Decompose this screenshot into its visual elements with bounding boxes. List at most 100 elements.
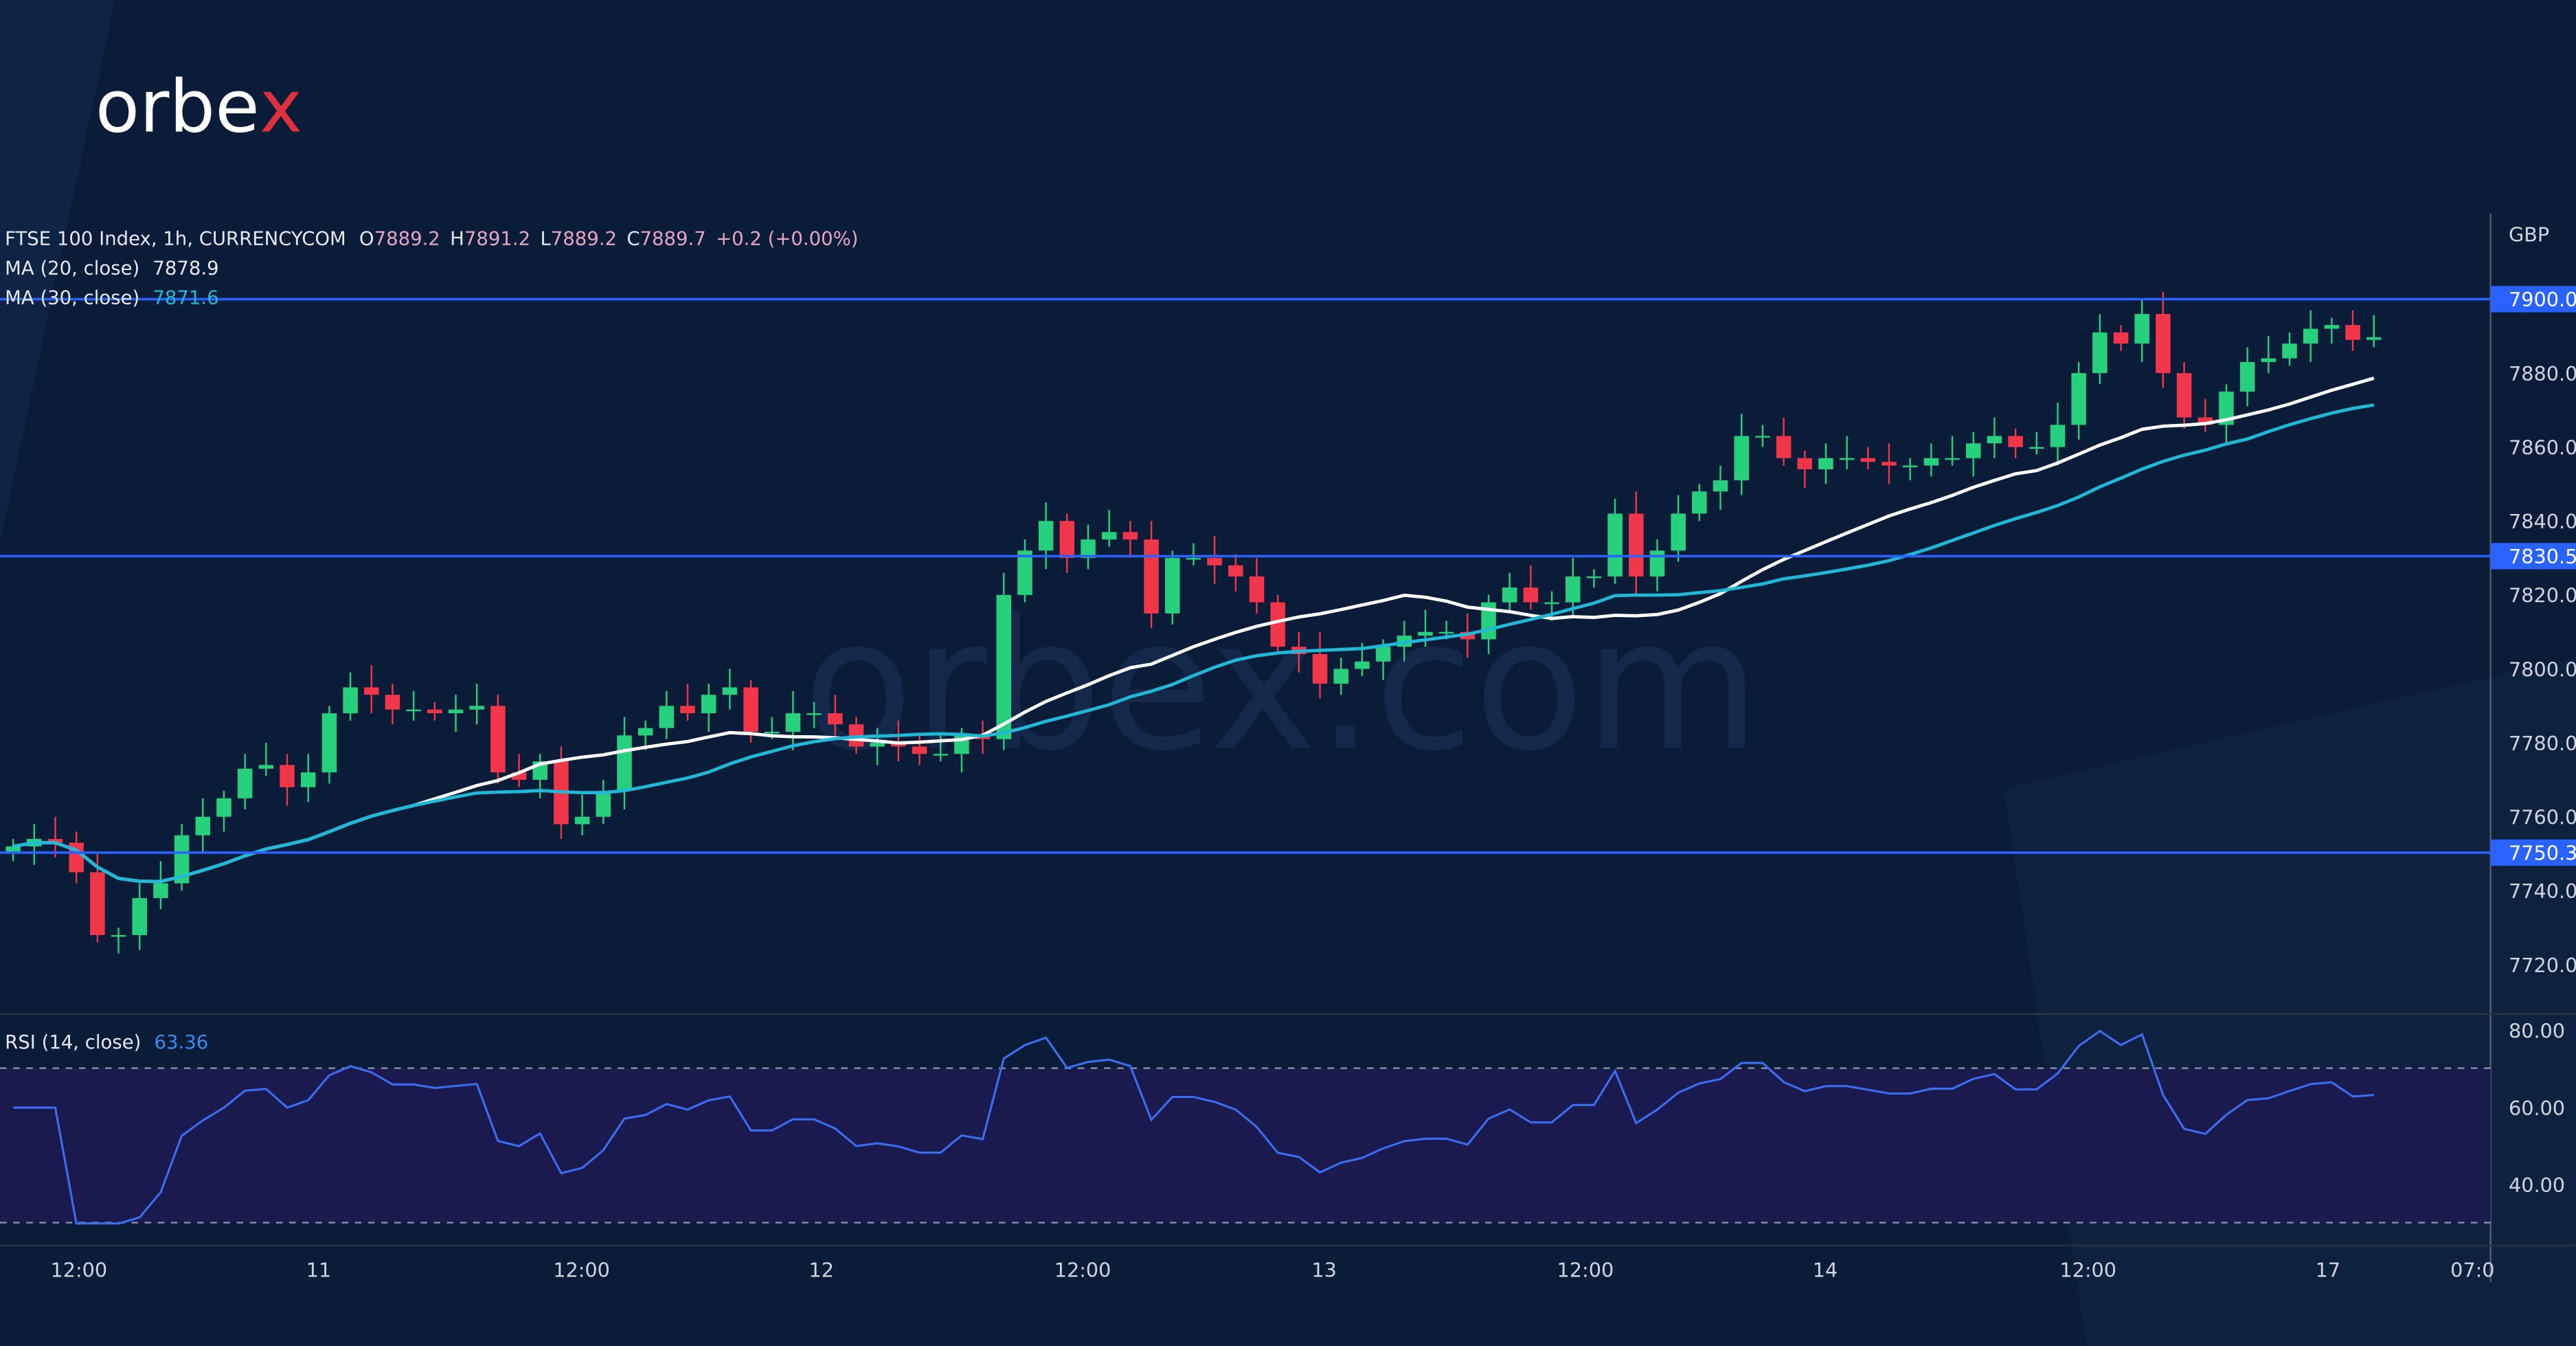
- candle-body: [174, 835, 190, 884]
- legend-symbol: FTSE 100 Index, 1h, CURRENCYCOM O7889.2 H7…: [5, 227, 858, 249]
- candle: [1270, 594, 1285, 654]
- candle: [280, 754, 295, 806]
- candle: [1965, 432, 1981, 477]
- price-axis[interactable]: 7880.0 7860.0 7840.0 7820.0 7800.0 7780.0 7760…: [2509, 362, 2576, 1197]
- candle-body: [47, 839, 63, 843]
- candle-body: [343, 687, 358, 714]
- candle: [2345, 310, 2360, 351]
- candle-body: [637, 728, 653, 736]
- candle: [2176, 361, 2192, 429]
- y-tick-label: 7840.0: [2509, 510, 2576, 533]
- candle: [1144, 521, 1159, 629]
- candle-body: [912, 746, 927, 754]
- candle-body: [1164, 558, 1180, 614]
- candle-body: [5, 846, 21, 854]
- logo: orbex: [95, 64, 302, 148]
- candle-body: [722, 687, 738, 695]
- candle: [195, 798, 211, 854]
- y-tick-label: 7780.0: [2509, 732, 2576, 755]
- candle-body: [2176, 373, 2192, 418]
- candle-body: [258, 765, 274, 769]
- candle-body: [1523, 587, 1539, 603]
- candle-body: [680, 706, 695, 714]
- candle-body: [1692, 491, 1707, 514]
- candle: [1923, 443, 1939, 477]
- rsi-series: [13, 1029, 2374, 1225]
- candle-body: [806, 713, 822, 715]
- legend-ma20: MA (20, close) 7878.9: [5, 258, 218, 280]
- candle: [1797, 451, 1813, 488]
- currency-label: GBP: [2509, 223, 2549, 247]
- candle-body: [1965, 443, 1981, 458]
- candle-body: [933, 754, 948, 756]
- candle: [300, 754, 316, 803]
- candle-body: [2071, 373, 2086, 425]
- candle-body: [1860, 458, 1876, 462]
- candle: [406, 691, 421, 721]
- candle: [1523, 565, 1539, 610]
- candle-body: [1355, 661, 1370, 669]
- candle-body: [996, 594, 1012, 739]
- candle: [258, 743, 274, 776]
- time-axis[interactable]: 12:00 11 12:00 12 12:00 13 12:00 14 12:00 17 07:0: [50, 1258, 2494, 1281]
- candle-body: [300, 772, 316, 787]
- candle: [490, 695, 506, 784]
- x-tick-label: 12:00: [1557, 1258, 1614, 1281]
- candle: [153, 861, 168, 910]
- candle: [1629, 491, 1644, 595]
- candle: [2029, 432, 2044, 455]
- candle-body: [1902, 465, 1918, 467]
- candle: [1038, 502, 1054, 570]
- candle-body: [1144, 539, 1159, 614]
- candle-body: [1734, 436, 1749, 481]
- candle: [1902, 458, 1918, 481]
- candle: [111, 928, 126, 954]
- candle-body: [828, 713, 843, 725]
- candle-body: [617, 735, 632, 792]
- candle-body: [1312, 653, 1328, 684]
- candle: [427, 702, 442, 721]
- horizontal-levels[interactable]: 7900.0 7830.5 7750.3: [0, 286, 2576, 866]
- candle-body: [1586, 576, 1602, 579]
- level-label: 7900.0: [2509, 288, 2576, 311]
- decor-shape: [0, 0, 115, 543]
- candle: [574, 794, 590, 835]
- candle: [5, 839, 21, 862]
- candle: [2239, 347, 2255, 407]
- rsi-band: [0, 1068, 2491, 1223]
- candle: [216, 791, 231, 832]
- candle-body: [1502, 587, 1517, 603]
- candle: [1945, 436, 1960, 466]
- candle: [2113, 325, 2129, 351]
- candle: [1839, 436, 1855, 469]
- candle: [701, 684, 716, 732]
- candle-body: [1923, 458, 1939, 466]
- candle-body: [1081, 539, 1096, 559]
- candle-body: [2050, 425, 2066, 447]
- candle-body: [1059, 521, 1075, 559]
- candle: [1755, 425, 1770, 447]
- candle-body: [2008, 436, 2023, 447]
- candle: [1059, 513, 1075, 573]
- candle: [1207, 535, 1222, 584]
- legend-ma30: MA (30, close) 7871.6: [5, 287, 218, 309]
- candle: [1333, 658, 1348, 695]
- candle-body: [764, 731, 780, 734]
- candle: [659, 691, 675, 739]
- candle: [637, 720, 653, 750]
- candle-body: [701, 695, 716, 714]
- candle-body: [111, 934, 126, 937]
- y-tick-label: 7720.0: [2509, 954, 2576, 977]
- candle-body: [1671, 513, 1686, 551]
- level-badge: [2490, 286, 2576, 313]
- candle-body: [2156, 313, 2171, 374]
- candle-body: [1438, 631, 1454, 634]
- y-tick-label: 7740.0: [2509, 879, 2576, 903]
- candle: [2197, 399, 2213, 433]
- candle-body: [1607, 513, 1623, 576]
- x-tick-label: 14: [1813, 1258, 1838, 1281]
- candle-body: [1776, 436, 1792, 458]
- candle-body: [870, 743, 885, 747]
- candle-body: [90, 872, 105, 935]
